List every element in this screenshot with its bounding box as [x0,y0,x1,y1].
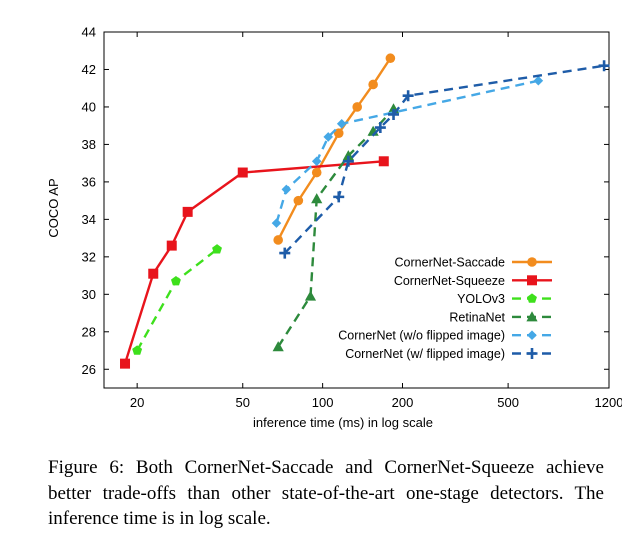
legend-label-retinanet: RetinaNet [449,310,505,324]
series-line-cornernet-w-o-flipped-image [275,79,539,224]
series-line-cornernet-w-flipped-image [283,64,605,254]
data-point-cornernet-w-flipped-image [388,108,400,120]
data-point-cornernet-w-flipped-image [333,191,345,203]
series-line-retinanet [277,108,395,348]
y-tick-label: 36 [82,174,96,189]
y-tick-label: 40 [82,99,96,114]
y-tick-label: 28 [82,324,96,339]
series-layer [120,53,610,369]
x-tick-label: 50 [236,395,250,410]
legend: CornerNet-Saccade CornerNet-Squeeze YOLOv3… [338,256,552,361]
legend-label-cornernet-w-flipped-image: CornerNet (w/ flipped image) [345,347,505,361]
data-point-cornernet-saccade [311,167,322,178]
data-point-cornernet-w-o-flipped-image [311,156,322,167]
legend-marker-cornernet-w-flipped-image [526,348,538,359]
chart: 26 28 30 32 34 36 38 40 42 44 20 50 100 200 500 1200 Co… [46,25,622,431]
axis-ticks: 26 28 30 32 34 36 38 40 42 44 20 50 100 200 500 1200 [82,25,622,411]
data-point-yolov3 [170,276,181,286]
data-point-retinanet [342,150,354,161]
data-point-cornernet-squeeze [378,156,389,167]
legend-marker-cornernet-w-o-flipped-image [527,330,537,340]
data-point-cornernet-w-o-flipped-image [271,218,282,228]
legend-marker-cornernet-saccade [527,257,537,267]
x-tick-label: 100 [312,395,334,410]
data-point-retinanet [272,341,284,352]
data-point-cornernet-saccade [385,53,396,64]
data-point-cornernet-saccade [273,235,283,245]
data-point-cornernet-w-o-flipped-image [281,184,292,195]
y-tick-label: 42 [82,62,96,77]
y-tick-label: 26 [82,362,96,377]
y-axis-label: COCO AP [46,178,61,237]
x-tick-label: 1200 [595,395,622,410]
y-tick-label: 32 [82,249,96,264]
data-point-yolov3 [212,244,222,254]
y-tick-label: 34 [82,212,96,227]
x-axis-label: inference time (ms) in log scale [253,415,433,430]
plot-border [103,31,610,389]
data-point-retinanet [304,290,317,301]
series-cornernet-w-o-flipped-image [271,75,544,228]
data-point-cornernet-w-flipped-image [598,60,610,72]
y-tick-label: 44 [82,25,96,40]
series-line-yolov3 [136,248,218,352]
legend-label-yolov3: YOLOv3 [457,292,505,306]
series-cornernet-squeeze [120,156,389,369]
series-yolov3 [132,244,222,355]
data-point-cornernet-saccade [352,102,363,112]
legend-marker-cornernet-squeeze [527,275,537,286]
data-point-cornernet-w-flipped-image [279,247,291,259]
series-line-cornernet-squeeze [123,160,384,364]
data-point-cornernet-squeeze [182,206,193,217]
data-point-cornernet-saccade [368,79,378,90]
x-tick-label: 200 [392,395,414,410]
legend-marker-yolov3 [527,293,537,303]
series-cornernet-w-flipped-image [279,60,610,259]
legend-label-cornernet-w-o-flipped-image: CornerNet (w/o flipped image) [338,329,505,343]
data-point-cornernet-saccade [333,128,344,138]
data-point-cornernet-w-o-flipped-image [323,132,334,142]
data-point-cornernet-squeeze [148,268,159,279]
data-point-cornernet-w-o-flipped-image [336,119,347,129]
data-point-yolov3 [132,345,143,355]
x-tick-label: 20 [130,395,144,410]
legend-marker-retinanet [526,311,538,322]
data-point-cornernet-squeeze [120,358,131,369]
data-point-cornernet-squeeze [166,240,177,251]
x-tick-label: 500 [497,395,519,410]
y-tick-label: 38 [82,137,96,152]
data-point-cornernet-w-flipped-image [402,90,414,102]
series-cornernet-saccade [273,53,396,245]
data-point-retinanet [311,193,323,204]
plot-frame [103,31,610,389]
data-point-cornernet-saccade [293,195,304,206]
legend-label-cornernet-saccade: CornerNet-Saccade [395,256,506,270]
figure-caption: Figure 6: Both CornerNet-Saccade and Cor… [48,457,604,529]
data-point-cornernet-w-o-flipped-image [533,75,544,86]
data-point-cornernet-w-flipped-image [342,155,354,167]
legend-label-cornernet-squeeze: CornerNet-Squeeze [394,274,505,288]
data-point-cornernet-squeeze [237,167,248,178]
data-point-cornernet-w-flipped-image [374,122,386,134]
y-tick-label: 30 [82,287,96,302]
